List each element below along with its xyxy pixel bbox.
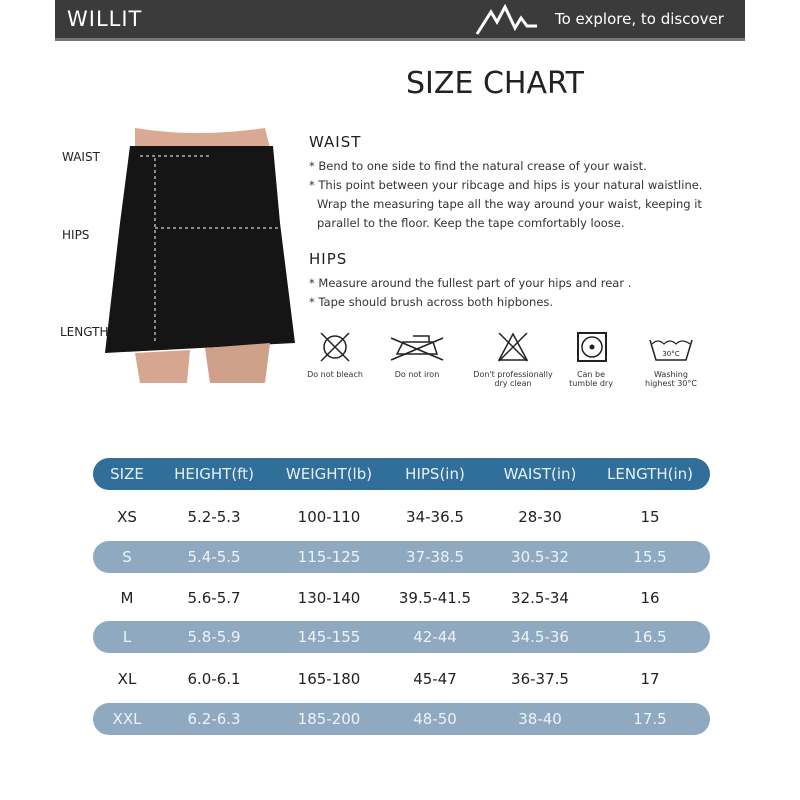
care-label: Washing: [654, 370, 688, 379]
table-row: XL 6.0-6.1 165-180 45-47 36-37.5 17: [93, 663, 710, 695]
bullet: parallel to the floor. Keep the tape com…: [317, 216, 625, 230]
table-cell: 6.0-6.1: [187, 670, 241, 688]
table-cell: 37-38.5: [406, 548, 464, 566]
table-cell: M: [120, 589, 134, 607]
table-cell: 5.2-5.3: [187, 508, 241, 526]
table-cell: 34.5-36: [511, 628, 569, 646]
table-cell: 115-125: [297, 548, 361, 566]
care-label: tumble dry: [569, 379, 613, 388]
bullet: * This point between your ribcage and hi…: [309, 178, 703, 192]
table-row: S 5.4-5.5 115-125 37-38.5 30.5-32 15.5: [93, 541, 710, 573]
table-cell: 32.5-34: [511, 589, 569, 607]
table-cell: XXL: [112, 710, 142, 728]
care-wash-30: 30°C Washing highest 30°C: [631, 330, 711, 388]
bullet: Wrap the measuring tape all the way arou…: [317, 197, 702, 211]
skirt-model-photo: [95, 128, 295, 383]
bullet: * Bend to one side to find the natural c…: [309, 159, 647, 173]
table-cell: 17: [640, 670, 660, 688]
table-cell: 30.5-32: [511, 548, 569, 566]
column-header: SIZE: [110, 465, 144, 483]
length-label: LENGTH: [60, 325, 109, 339]
wash-30-icon: 30°C: [649, 339, 693, 361]
table-cell: 17.5: [633, 710, 667, 728]
waist-heading: WAIST: [309, 133, 362, 151]
waist-instructions: * Bend to one side to find the natural c…: [309, 157, 729, 233]
column-header: HEIGHT(ft): [174, 465, 254, 483]
care-no-iron: Do not iron: [377, 330, 457, 379]
care-label: Can be: [576, 370, 606, 379]
table-cell: 15: [640, 508, 660, 526]
no-dry-clean-icon: [497, 332, 529, 362]
table-cell: 42-44: [413, 628, 457, 646]
table-row: L 5.8-5.9 145-155 42-44 34.5-36 16.5: [93, 621, 710, 653]
column-header: LENGTH(in): [607, 465, 693, 483]
slogan: To explore, to discover: [555, 10, 724, 28]
table-row: XXL 6.2-6.3 185-200 48-50 38-40 17.5: [93, 703, 710, 735]
table-cell: 45-47: [413, 670, 457, 688]
bullet: * Measure around the fullest part of you…: [309, 276, 632, 290]
no-iron-icon: [390, 335, 444, 361]
table-cell: 28-30: [518, 508, 562, 526]
table-cell: 15.5: [633, 548, 667, 566]
care-label: Do not bleach: [307, 370, 363, 379]
hips-label: HIPS: [62, 228, 90, 242]
table-cell: 5.4-5.5: [187, 548, 241, 566]
hips-heading: HIPS: [309, 250, 348, 268]
table-cell: 130-140: [297, 589, 361, 607]
column-header: WEIGHT(lb): [285, 465, 373, 483]
table-cell: 39.5-41.5: [398, 589, 472, 607]
table-cell: 48-50: [413, 710, 457, 728]
table-cell: 34-36.5: [406, 508, 464, 526]
hips-instructions: * Measure around the fullest part of you…: [309, 274, 729, 312]
table-cell: 165-180: [297, 670, 361, 688]
brand-header: WILLIT To explore, to discover: [55, 0, 745, 41]
table-cell: XS: [117, 508, 137, 526]
table-cell: 5.8-5.9: [187, 628, 241, 646]
mountain-icon: [475, 4, 537, 35]
table-cell: S: [122, 548, 132, 566]
table-row: M 5.6-5.7 130-140 39.5-41.5 32.5-34 16: [93, 582, 710, 614]
care-no-dry-clean: Don't professionally dry clean: [473, 330, 553, 388]
table-cell: XL: [117, 670, 137, 688]
wash-temp: 30°C: [662, 350, 679, 358]
table-cell: 38-40: [518, 710, 562, 728]
column-header: WAIST(in): [503, 465, 577, 483]
table-row: XS 5.2-5.3 100-110 34-36.5 28-30 15: [93, 501, 710, 533]
care-label: highest 30°C: [645, 379, 697, 388]
table-cell: 16: [640, 589, 660, 607]
tumble-dry-icon: [577, 332, 607, 362]
care-tumble-dry: Can be tumble dry: [551, 330, 631, 388]
no-bleach-icon: [320, 332, 350, 362]
page-title: SIZE CHART: [406, 66, 584, 101]
waist-label: WAIST: [62, 150, 100, 164]
column-header: HIPS(in): [405, 465, 465, 483]
care-label: Do not iron: [394, 370, 440, 379]
table-cell: 16.5: [633, 628, 667, 646]
table-cell: 5.6-5.7: [187, 589, 241, 607]
bullet: * Tape should brush across both hipbones…: [309, 295, 554, 309]
table-cell: L: [122, 628, 132, 646]
care-label: dry clean: [494, 379, 532, 388]
table-cell: 100-110: [297, 508, 361, 526]
table-cell: 185-200: [297, 710, 361, 728]
brand-logo: WILLIT: [67, 7, 143, 31]
table-header: SIZE HEIGHT(ft) WEIGHT(lb) HIPS(in) WAIST(in…: [93, 458, 710, 490]
table-cell: 6.2-6.3: [187, 710, 241, 728]
table-cell: 36-37.5: [511, 670, 569, 688]
care-label: Don't professionally: [473, 370, 553, 379]
care-no-bleach: Do not bleach: [295, 330, 375, 379]
table-cell: 145-155: [297, 628, 361, 646]
